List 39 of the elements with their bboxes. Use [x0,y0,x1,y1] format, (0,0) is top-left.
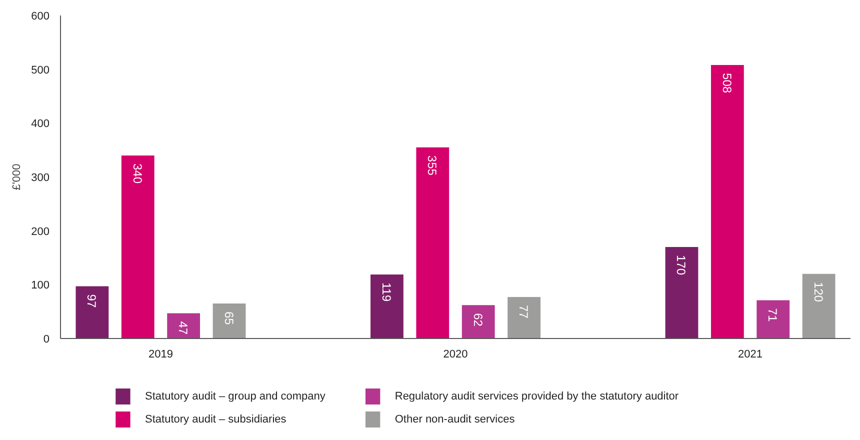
y-tick-label: 100 [31,280,50,292]
data-label: 170 [674,254,688,276]
bar [756,300,790,338]
data-label: 119 [379,282,394,302]
bar [212,304,246,338]
data-label: 77 [516,305,531,319]
data-label: 62 [470,313,485,327]
data-label: 508 [720,73,734,94]
bar [802,274,836,338]
legend-label: Other non-audit services [394,414,516,426]
data-label: 340 [130,163,144,184]
y-tick-label: 200 [31,226,50,238]
y-tick-label: 600 [31,10,50,22]
bar [416,147,450,338]
data-label: 120 [811,282,826,302]
data-label: 47 [176,321,190,335]
legend-label: Statutory audit – group and company [145,390,326,402]
y-tick-label: 400 [31,118,50,130]
y-axis-title: £'000 [11,164,24,190]
y-tick-label: 300 [31,172,50,184]
bar [370,274,404,338]
bar [76,286,109,338]
bar [508,297,540,338]
legend-label: Regulatory audit services provided by the statutory auditor [394,390,679,402]
data-label: 355 [425,155,440,176]
y-tick-label: 500 [31,64,50,76]
legend-label: Statutory audit – subsidiaries [145,414,287,426]
bar [167,313,200,338]
bar [462,305,495,338]
bar [665,246,698,338]
x-tick-label: 2021 [738,348,763,360]
bar [121,155,154,338]
y-tick-label: 0 [43,334,50,346]
bar [710,65,744,338]
data-label: 65 [222,312,236,326]
x-tick-label: 2019 [148,348,173,360]
x-tick-label: 2020 [443,348,468,360]
data-label: 97 [84,294,99,308]
data-label: 71 [766,308,780,322]
